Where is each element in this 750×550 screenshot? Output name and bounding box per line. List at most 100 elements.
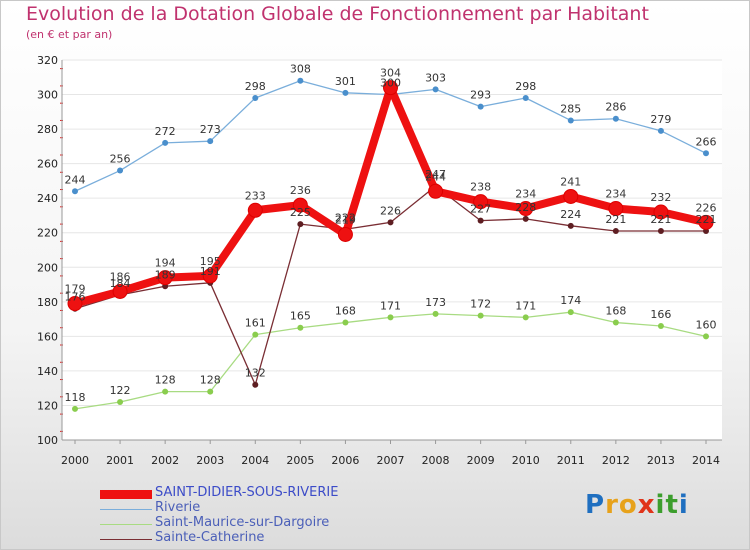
y-tick-label: 220 bbox=[37, 227, 58, 240]
data-point bbox=[432, 86, 439, 93]
data-point bbox=[112, 283, 128, 299]
x-tick-label: 2002 bbox=[151, 454, 179, 467]
data-point bbox=[207, 388, 214, 395]
data-point bbox=[252, 381, 259, 388]
data-point bbox=[252, 95, 259, 101]
data-point bbox=[117, 399, 124, 405]
data-point bbox=[72, 188, 78, 195]
x-tick-label: 2007 bbox=[377, 454, 405, 467]
data-label: 222 bbox=[335, 211, 356, 224]
x-tick-label: 2003 bbox=[196, 454, 224, 467]
data-point bbox=[428, 183, 444, 199]
data-label: 266 bbox=[696, 135, 717, 148]
data-label: 285 bbox=[560, 102, 581, 115]
data-label: 228 bbox=[515, 201, 536, 214]
data-point bbox=[567, 222, 574, 229]
x-tick-label: 2004 bbox=[241, 454, 269, 467]
data-label: 244 bbox=[65, 173, 86, 186]
data-label: 166 bbox=[650, 308, 671, 321]
logo-letter: t bbox=[665, 490, 679, 520]
data-point bbox=[67, 296, 83, 312]
data-label: 273 bbox=[200, 123, 221, 136]
x-tick-label: 2008 bbox=[422, 454, 450, 467]
y-tick-label: 180 bbox=[37, 296, 58, 309]
data-label: 303 bbox=[425, 71, 446, 84]
data-label: 161 bbox=[245, 317, 266, 330]
data-point bbox=[337, 226, 353, 242]
plot-area bbox=[62, 60, 722, 440]
data-label: 219 bbox=[335, 213, 356, 226]
data-label: 226 bbox=[380, 204, 401, 217]
x-tick-label: 2013 bbox=[647, 454, 675, 467]
data-point bbox=[387, 219, 394, 226]
data-label: 171 bbox=[515, 299, 536, 312]
data-label: 247 bbox=[425, 168, 446, 181]
data-point bbox=[657, 228, 664, 234]
data-label: 227 bbox=[470, 203, 491, 216]
data-label: 168 bbox=[605, 305, 626, 318]
data-label: 221 bbox=[605, 213, 626, 226]
data-label: 128 bbox=[155, 374, 176, 387]
data-label: 244 bbox=[425, 170, 446, 183]
data-point bbox=[342, 319, 349, 326]
data-label: 171 bbox=[380, 299, 401, 312]
data-label: 301 bbox=[335, 75, 356, 88]
data-label: 179 bbox=[65, 283, 86, 296]
data-point bbox=[518, 201, 534, 217]
data-label: 118 bbox=[65, 391, 86, 404]
data-point bbox=[383, 80, 398, 96]
x-tick-label: 2001 bbox=[106, 454, 134, 467]
logo-letter: r bbox=[605, 490, 619, 520]
data-label: 195 bbox=[200, 255, 221, 268]
data-label: 221 bbox=[696, 213, 717, 226]
y-tick-label: 260 bbox=[37, 158, 58, 171]
proxiti-logo: Proxiti bbox=[585, 490, 689, 520]
data-label: 176 bbox=[65, 291, 86, 304]
data-point bbox=[657, 127, 664, 134]
data-point bbox=[563, 188, 579, 204]
data-label: 160 bbox=[696, 318, 717, 331]
logo-letter: x bbox=[637, 490, 656, 520]
data-point bbox=[477, 217, 484, 224]
data-label: 241 bbox=[560, 175, 581, 188]
legend-label: Sainte-Catherine bbox=[155, 530, 265, 545]
y-tick-label: 120 bbox=[37, 399, 58, 412]
legend-swatch bbox=[100, 524, 152, 525]
legend-swatch bbox=[100, 509, 152, 510]
data-label: 173 bbox=[425, 296, 446, 309]
chart-subtitle: (en € et par an) bbox=[26, 28, 113, 41]
x-tick-label: 2012 bbox=[602, 454, 630, 467]
data-label: 298 bbox=[515, 80, 536, 93]
legend-label: Saint-Maurice-sur-Dargoire bbox=[155, 515, 330, 530]
data-point bbox=[477, 103, 484, 110]
logo-letter: o bbox=[618, 490, 638, 520]
data-label: 189 bbox=[155, 268, 176, 281]
data-point bbox=[567, 117, 574, 124]
x-tick-label: 2005 bbox=[286, 454, 314, 467]
data-point bbox=[387, 314, 394, 321]
data-label: 279 bbox=[650, 113, 671, 126]
legend-swatch bbox=[100, 539, 152, 540]
data-point bbox=[703, 333, 709, 340]
data-point bbox=[342, 89, 349, 96]
x-tick-label: 2011 bbox=[557, 454, 585, 467]
data-point bbox=[698, 214, 714, 230]
y-tick-label: 140 bbox=[37, 365, 58, 378]
y-tick-label: 300 bbox=[37, 89, 58, 102]
data-point bbox=[567, 309, 574, 316]
data-label: 194 bbox=[155, 257, 176, 270]
x-tick-label: 2000 bbox=[61, 454, 89, 467]
data-label: 191 bbox=[200, 265, 221, 278]
y-tick-label: 200 bbox=[37, 261, 58, 274]
data-point bbox=[653, 204, 669, 220]
legend-label: SAINT-DIDIER-SOUS-RIVERIE bbox=[155, 485, 339, 500]
data-point bbox=[612, 115, 619, 122]
data-label: 128 bbox=[200, 374, 221, 387]
data-label: 308 bbox=[290, 63, 311, 76]
data-point bbox=[522, 314, 529, 321]
data-point bbox=[657, 323, 664, 329]
data-label: 256 bbox=[110, 153, 131, 166]
data-point bbox=[162, 388, 169, 395]
x-tick-label: 2009 bbox=[467, 454, 495, 467]
data-point bbox=[202, 268, 218, 284]
